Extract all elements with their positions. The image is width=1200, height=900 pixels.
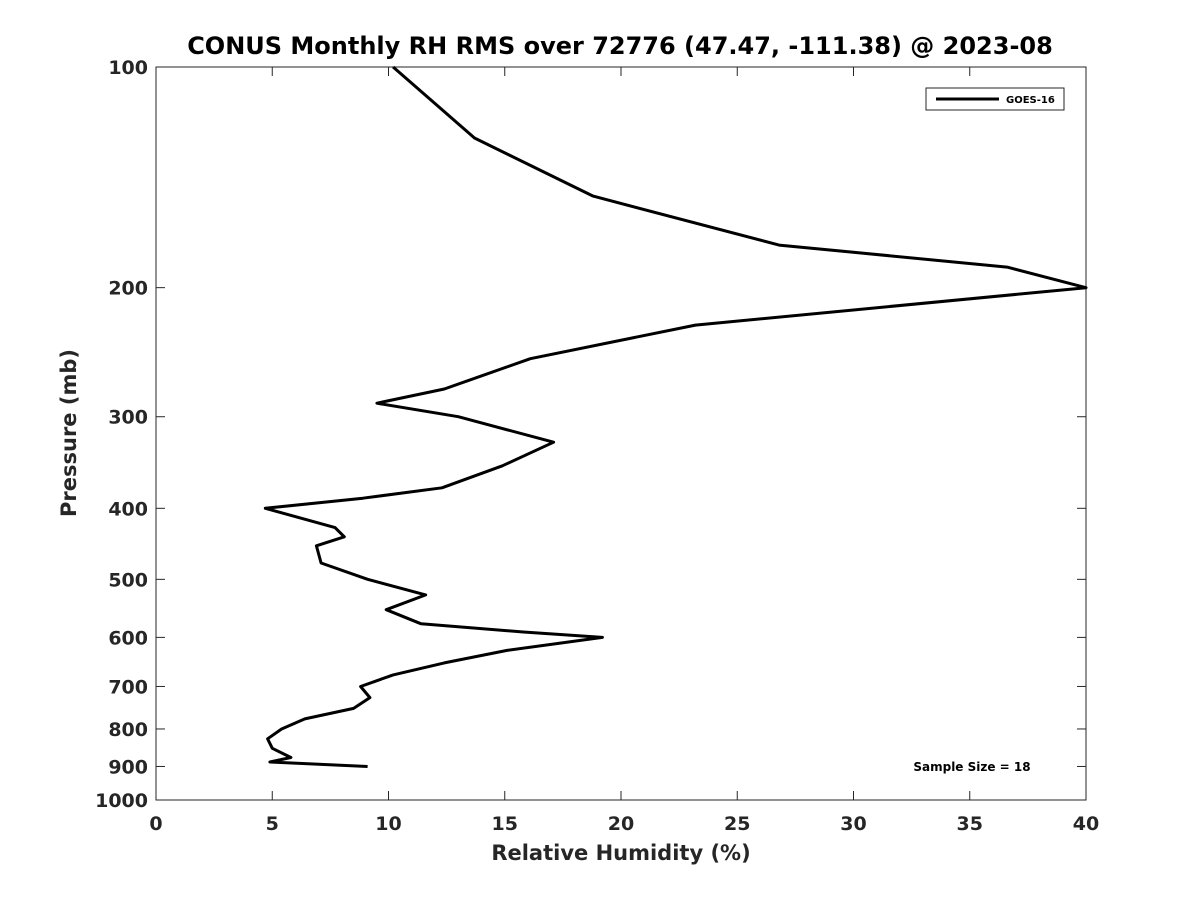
plot-area bbox=[155, 66, 1087, 801]
x-tick-label: 10 bbox=[375, 813, 401, 835]
x-tick-label: 5 bbox=[266, 813, 279, 835]
x-tick-label: 15 bbox=[492, 813, 518, 835]
x-tick-label: 30 bbox=[840, 813, 866, 835]
legend-label: GOES-16 bbox=[1006, 95, 1055, 106]
x-axis-ticks: 0 5 10 15 20 25 30 35 40 bbox=[149, 67, 1099, 835]
y-tick-label: 800 bbox=[108, 719, 148, 741]
y-axis-label: Pressure (mb) bbox=[57, 349, 81, 517]
y-tick-label: 1000 bbox=[95, 790, 148, 812]
x-tick-label: 20 bbox=[608, 813, 634, 835]
y-axis-ticks: 100 200 300 400 500 600 700 800 900 1000 bbox=[95, 57, 1086, 812]
y-tick-label: 700 bbox=[108, 676, 148, 698]
legend: GOES-16 bbox=[925, 87, 1065, 111]
series-line-0 bbox=[263, 65, 1088, 768]
y-tick-label: 200 bbox=[108, 278, 148, 300]
y-tick-label: 300 bbox=[108, 407, 148, 429]
y-tick-label: 900 bbox=[108, 756, 148, 778]
x-axis-label: Relative Humidity (%) bbox=[491, 841, 750, 865]
x-tick-label: 25 bbox=[724, 813, 750, 835]
chart-title: CONUS Monthly RH RMS over 72776 (47.47, … bbox=[187, 32, 1053, 60]
x-tick-label: 40 bbox=[1073, 813, 1099, 835]
sample-size-annotation: Sample Size = 18 bbox=[913, 760, 1030, 774]
series-lines bbox=[263, 65, 1088, 768]
x-tick-label: 35 bbox=[957, 813, 983, 835]
y-tick-label: 500 bbox=[108, 569, 148, 591]
y-tick-label: 600 bbox=[108, 627, 148, 649]
x-tick-label: 0 bbox=[149, 813, 162, 835]
y-tick-label: 100 bbox=[108, 57, 148, 79]
y-tick-label: 400 bbox=[108, 498, 148, 520]
